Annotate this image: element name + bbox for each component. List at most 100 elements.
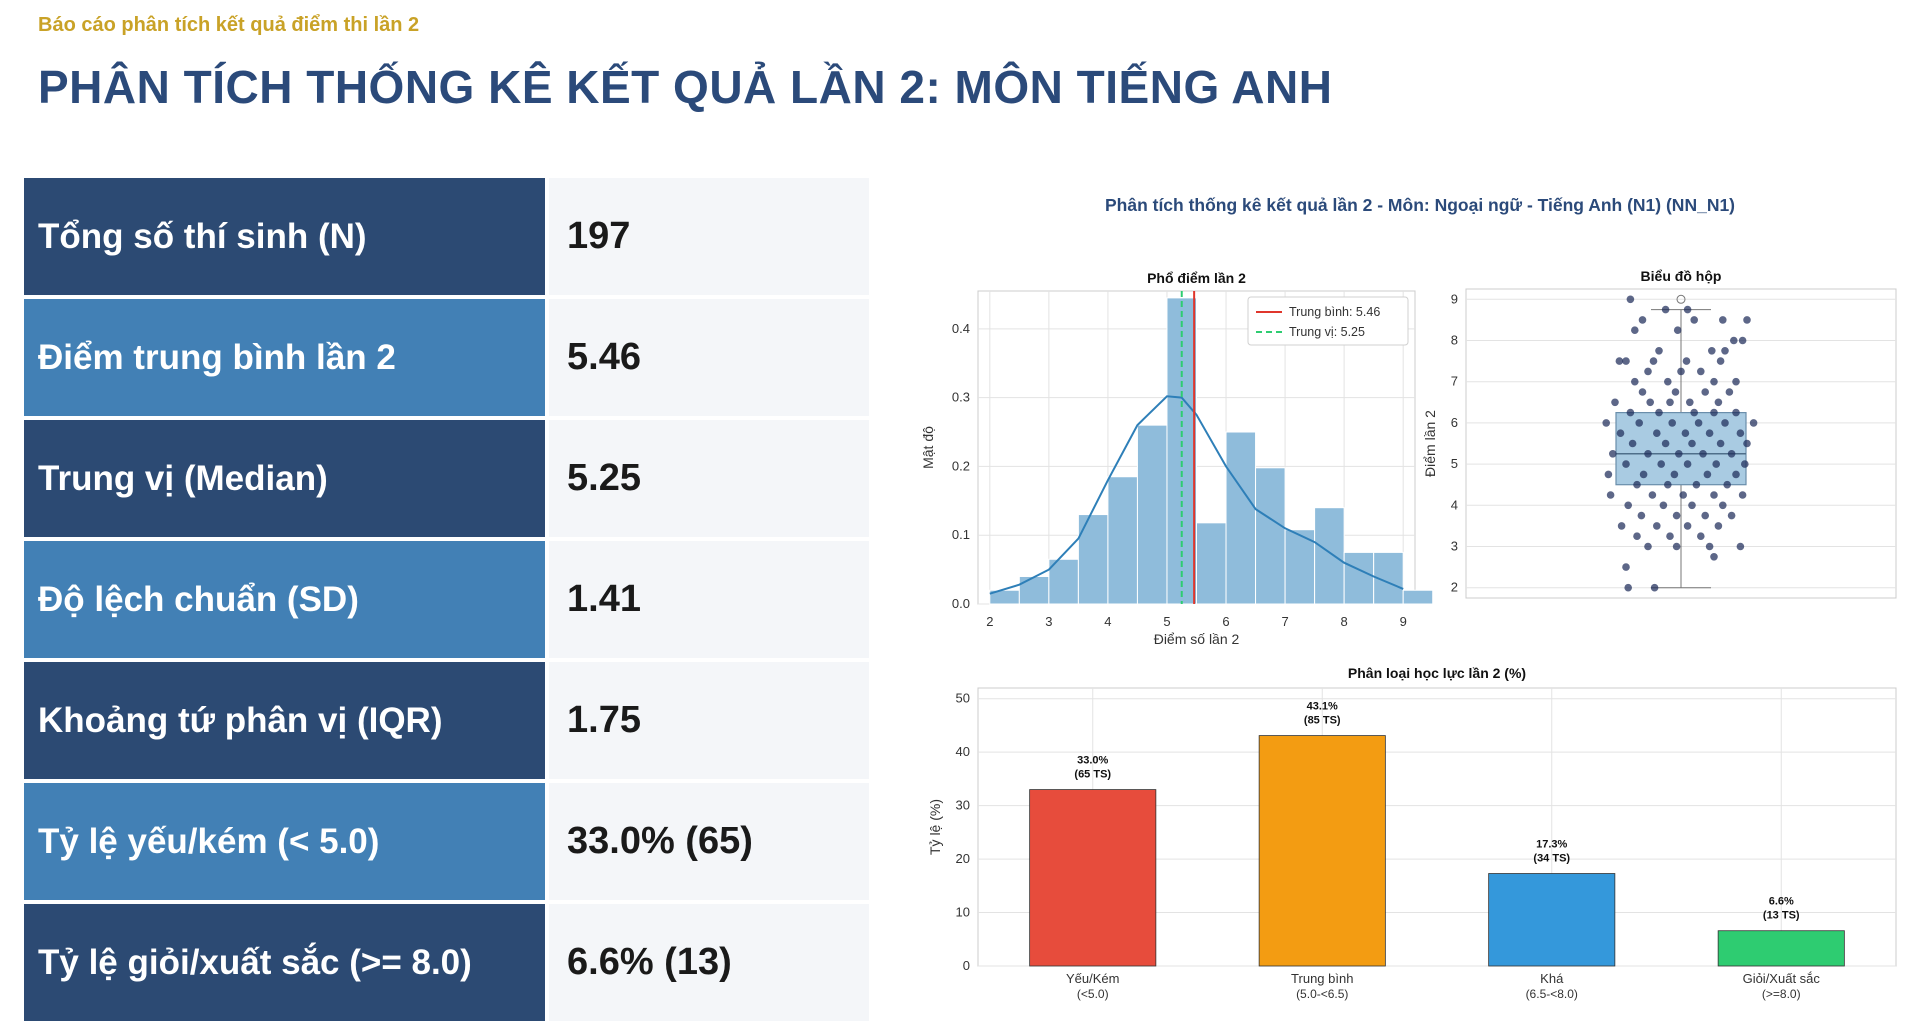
jitter-point (1606, 491, 1615, 499)
figure-suptitle: Phân tích thống kê kết quả lần 2 - Môn: … (1105, 195, 1735, 215)
hist-x-tick-label: 4 (1104, 614, 1111, 629)
jitter-point (1701, 388, 1709, 396)
jitter-point (1714, 522, 1723, 530)
jitter-point (1644, 367, 1652, 376)
jitter-point (1673, 326, 1682, 334)
box-y-tick-label: 4 (1451, 497, 1458, 512)
hist-y-tick-label: 0.2 (952, 458, 970, 473)
hist-title: Phổ điểm lần 2 (1147, 270, 1246, 286)
outlier-point (1676, 294, 1686, 304)
box-y-tick-label: 6 (1451, 415, 1458, 430)
jitter-point (1609, 450, 1617, 458)
page-title: PHÂN TÍCH THỐNG KÊ KẾT QUẢ LẦN 2: MÔN TI… (38, 61, 1333, 113)
bar-data-label-count: (85 TS) (1304, 715, 1341, 727)
jitter-point (1719, 316, 1727, 324)
jitter-point (1666, 532, 1674, 540)
bar-data-label-pct: 43.1% (1307, 701, 1338, 713)
bar-data-label-pct: 33.0% (1077, 755, 1108, 767)
jitter-point (1716, 439, 1725, 448)
jitter-point (1683, 305, 1692, 314)
jitter-point (1626, 408, 1635, 417)
hist-bar (1018, 575, 1050, 605)
stat-row-weak-rate: Tỷ lệ yếu/kém (< 5.0) 33.0% (65) (24, 783, 869, 900)
hist-bar (1255, 467, 1286, 605)
jitter-point (1611, 398, 1619, 407)
jitter-point (1701, 511, 1709, 520)
bar-title: Phân loại học lực lần 2 (%) (1348, 665, 1526, 681)
jitter-point (1688, 439, 1696, 448)
stats-panel: Tổng số thí sinh (N) 197 Điểm trung bình… (24, 178, 869, 1025)
jitter-point (1631, 377, 1639, 386)
jitter-point (1661, 305, 1670, 314)
jitter-point (1644, 450, 1652, 458)
stat-row-mean: Điểm trung bình lần 2 5.46 (24, 299, 869, 416)
jitter-point (1624, 501, 1632, 510)
jitter-point (1617, 522, 1626, 530)
jitter-point (1635, 419, 1643, 427)
bar-data-label-count: (13 TS) (1763, 910, 1800, 922)
hist-x-tick-label: 6 (1222, 614, 1229, 629)
jitter-point (1716, 357, 1725, 365)
jitter-point (1622, 460, 1630, 468)
bar-y-tick-label: 40 (956, 744, 970, 759)
stat-row-excellent-rate: Tỷ lệ giỏi/xuất sắc (>= 8.0) 6.6% (13) (24, 904, 869, 1021)
jitter-point (1677, 367, 1685, 376)
jitter-point (1631, 326, 1639, 334)
kde-line (989, 395, 1404, 595)
stat-row-sd: Độ lệch chuẩn (SD) 1.41 (24, 541, 869, 658)
stat-value: 6.6% (13) (549, 904, 869, 1021)
hist-x-axis-label: Điểm số lần 2 (1154, 631, 1240, 647)
jitter-point (1683, 522, 1692, 530)
jitter-point (1738, 336, 1747, 345)
hist-x-tick-label: 3 (1045, 614, 1052, 629)
hist-bar (1284, 529, 1316, 605)
jitter-point (1727, 450, 1736, 458)
jitter-point (1730, 336, 1738, 345)
jitter-point (1721, 347, 1729, 355)
stat-row-median: Trung vị (Median) 5.25 (24, 420, 869, 537)
jitter-point (1655, 408, 1663, 417)
jitter-point (1705, 429, 1714, 437)
hist-bar (1136, 424, 1168, 605)
stat-label: Tổng số thí sinh (N) (24, 178, 545, 295)
box-y-axis-label: Điểm lần 2 (1422, 410, 1438, 477)
jitter-point (1723, 480, 1731, 489)
jitter-point (1712, 460, 1720, 468)
jitter-point (1671, 388, 1680, 396)
hist-bar (1225, 431, 1257, 605)
legend-median-label: Trung vị: 5.25 (1289, 325, 1365, 339)
jitter-point (1727, 511, 1736, 520)
jitter-point (1668, 419, 1676, 427)
jitter-point (1679, 491, 1687, 499)
jitter-point (1644, 542, 1652, 551)
jitter-point (1710, 377, 1718, 386)
hist-bar (1314, 507, 1345, 605)
jitter-point (1732, 408, 1740, 417)
legend-mean-label: Trung bình: 5.46 (1289, 305, 1380, 319)
jitter-point (1633, 532, 1641, 540)
jitter-point (1622, 563, 1630, 571)
bar-y-tick-label: 0 (963, 958, 970, 973)
hist-x-tick-label: 7 (1281, 614, 1288, 629)
stat-label: Điểm trung bình lần 2 (24, 299, 545, 416)
bar-x-tick-label: Giỏi/Xuất sắc (1743, 971, 1821, 986)
stat-label: Khoảng tứ phân vị (IQR) (24, 662, 545, 779)
jitter-point (1653, 429, 1661, 437)
category-bar (1029, 789, 1157, 967)
stat-value: 5.25 (549, 420, 869, 537)
jitter-point (1646, 398, 1654, 407)
jitter-point (1736, 429, 1745, 437)
jitter-point (1703, 470, 1712, 479)
box-y-tick-label: 7 (1451, 374, 1458, 389)
bar-x-tick-range: (<5.0) (1077, 987, 1109, 1001)
stat-row-total: Tổng số thí sinh (N) 197 (24, 178, 869, 295)
hist-bar (1107, 476, 1138, 605)
hist-legend: Trung bình: 5.46 Trung vị: 5.25 (1247, 296, 1409, 346)
jitter-point (1659, 501, 1668, 510)
category-bar (1258, 735, 1386, 967)
bar-y-tick-label: 30 (956, 798, 970, 813)
jitter-point (1697, 367, 1705, 376)
hist-bar (1402, 589, 1434, 605)
box-plot-chart: 2 3 4 5 6 7 8 9 Biểu đồ hộp Điểm lần 2 (1422, 268, 1897, 599)
hist-bar (1048, 558, 1079, 605)
